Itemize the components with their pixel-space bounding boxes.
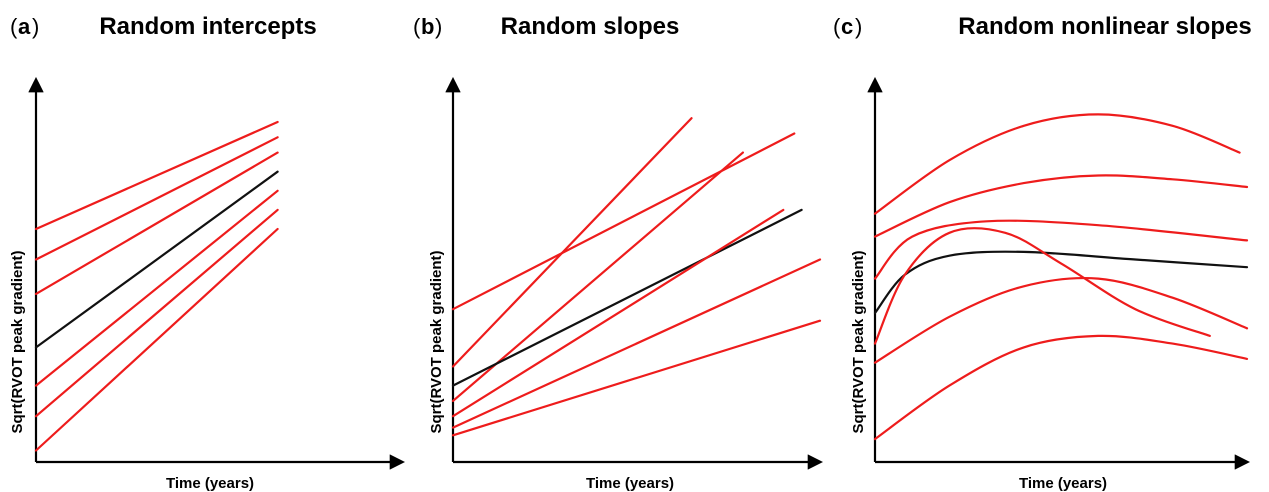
panel-c-individual-line-5	[873, 276, 1249, 364]
panel-b: ( b ) Random slopes Time (years) Sqrt(RV…	[413, 13, 824, 492]
panel-c-x-label: Time (years)	[1019, 475, 1107, 492]
panel-b-letter-close: )	[435, 14, 442, 39]
panel-b-mean-line	[451, 208, 803, 387]
panel-b-individual-line-3	[451, 151, 744, 402]
panel-a-individual-line-2	[34, 136, 279, 261]
panel-c-series-group	[873, 113, 1249, 441]
panel-b-title: Random slopes	[501, 13, 680, 40]
panel-c-letter-close: )	[855, 14, 862, 39]
panel-c-y-label: Sqrt(RVOT peak gradient)	[850, 250, 867, 433]
panel-a-letter-open: (	[10, 14, 18, 39]
panel-c-individual-line-1	[873, 113, 1241, 215]
panel-a-individual-line-3	[34, 151, 279, 295]
panel-c-individual-line-3	[873, 219, 1249, 280]
panel-b-y-label: Sqrt(RVOT peak gradient)	[428, 250, 445, 433]
panel-a-individual-line-5	[34, 208, 279, 418]
panel-b-individual-line-2	[451, 117, 693, 368]
panel-a-series-group	[34, 120, 279, 452]
panel-c-individual-line-6	[873, 334, 1249, 441]
panel-a-y-label: Sqrt(RVOT peak gradient)	[9, 250, 26, 433]
panel-c: ( c ) Random nonlinear slopes Time (year…	[833, 13, 1252, 492]
panel-c-title: Random nonlinear slopes	[958, 13, 1251, 40]
panel-c-individual-line-2	[873, 174, 1249, 238]
panel-a-letter: a	[18, 14, 31, 39]
panel-b-letter-open: (	[413, 14, 421, 39]
panel-b-letter: b	[421, 14, 434, 39]
panel-b-individual-line-4	[451, 208, 785, 418]
panel-a-title: Random intercepts	[99, 13, 316, 40]
panel-b-individual-line-5	[451, 258, 822, 429]
panel-b-individual-line-1	[451, 132, 796, 311]
panel-a-x-label: Time (years)	[166, 475, 254, 492]
panel-c-individual-line-4	[873, 227, 1211, 345]
panel-a-mean-line	[34, 170, 279, 349]
panel-a: ( a ) Random intercepts Time (years) Sqr…	[9, 13, 406, 492]
panel-a-letter-close: )	[32, 14, 39, 39]
panel-b-individual-line-6	[451, 319, 822, 437]
panel-a-individual-line-4	[34, 189, 279, 387]
panel-b-series-group	[451, 117, 822, 437]
panel-c-letter: c	[841, 14, 853, 39]
panel-a-individual-line-1	[34, 120, 279, 231]
panel-b-x-label: Time (years)	[586, 475, 674, 492]
panel-c-letter-open: (	[833, 14, 841, 39]
panel-a-individual-line-6	[34, 227, 279, 452]
